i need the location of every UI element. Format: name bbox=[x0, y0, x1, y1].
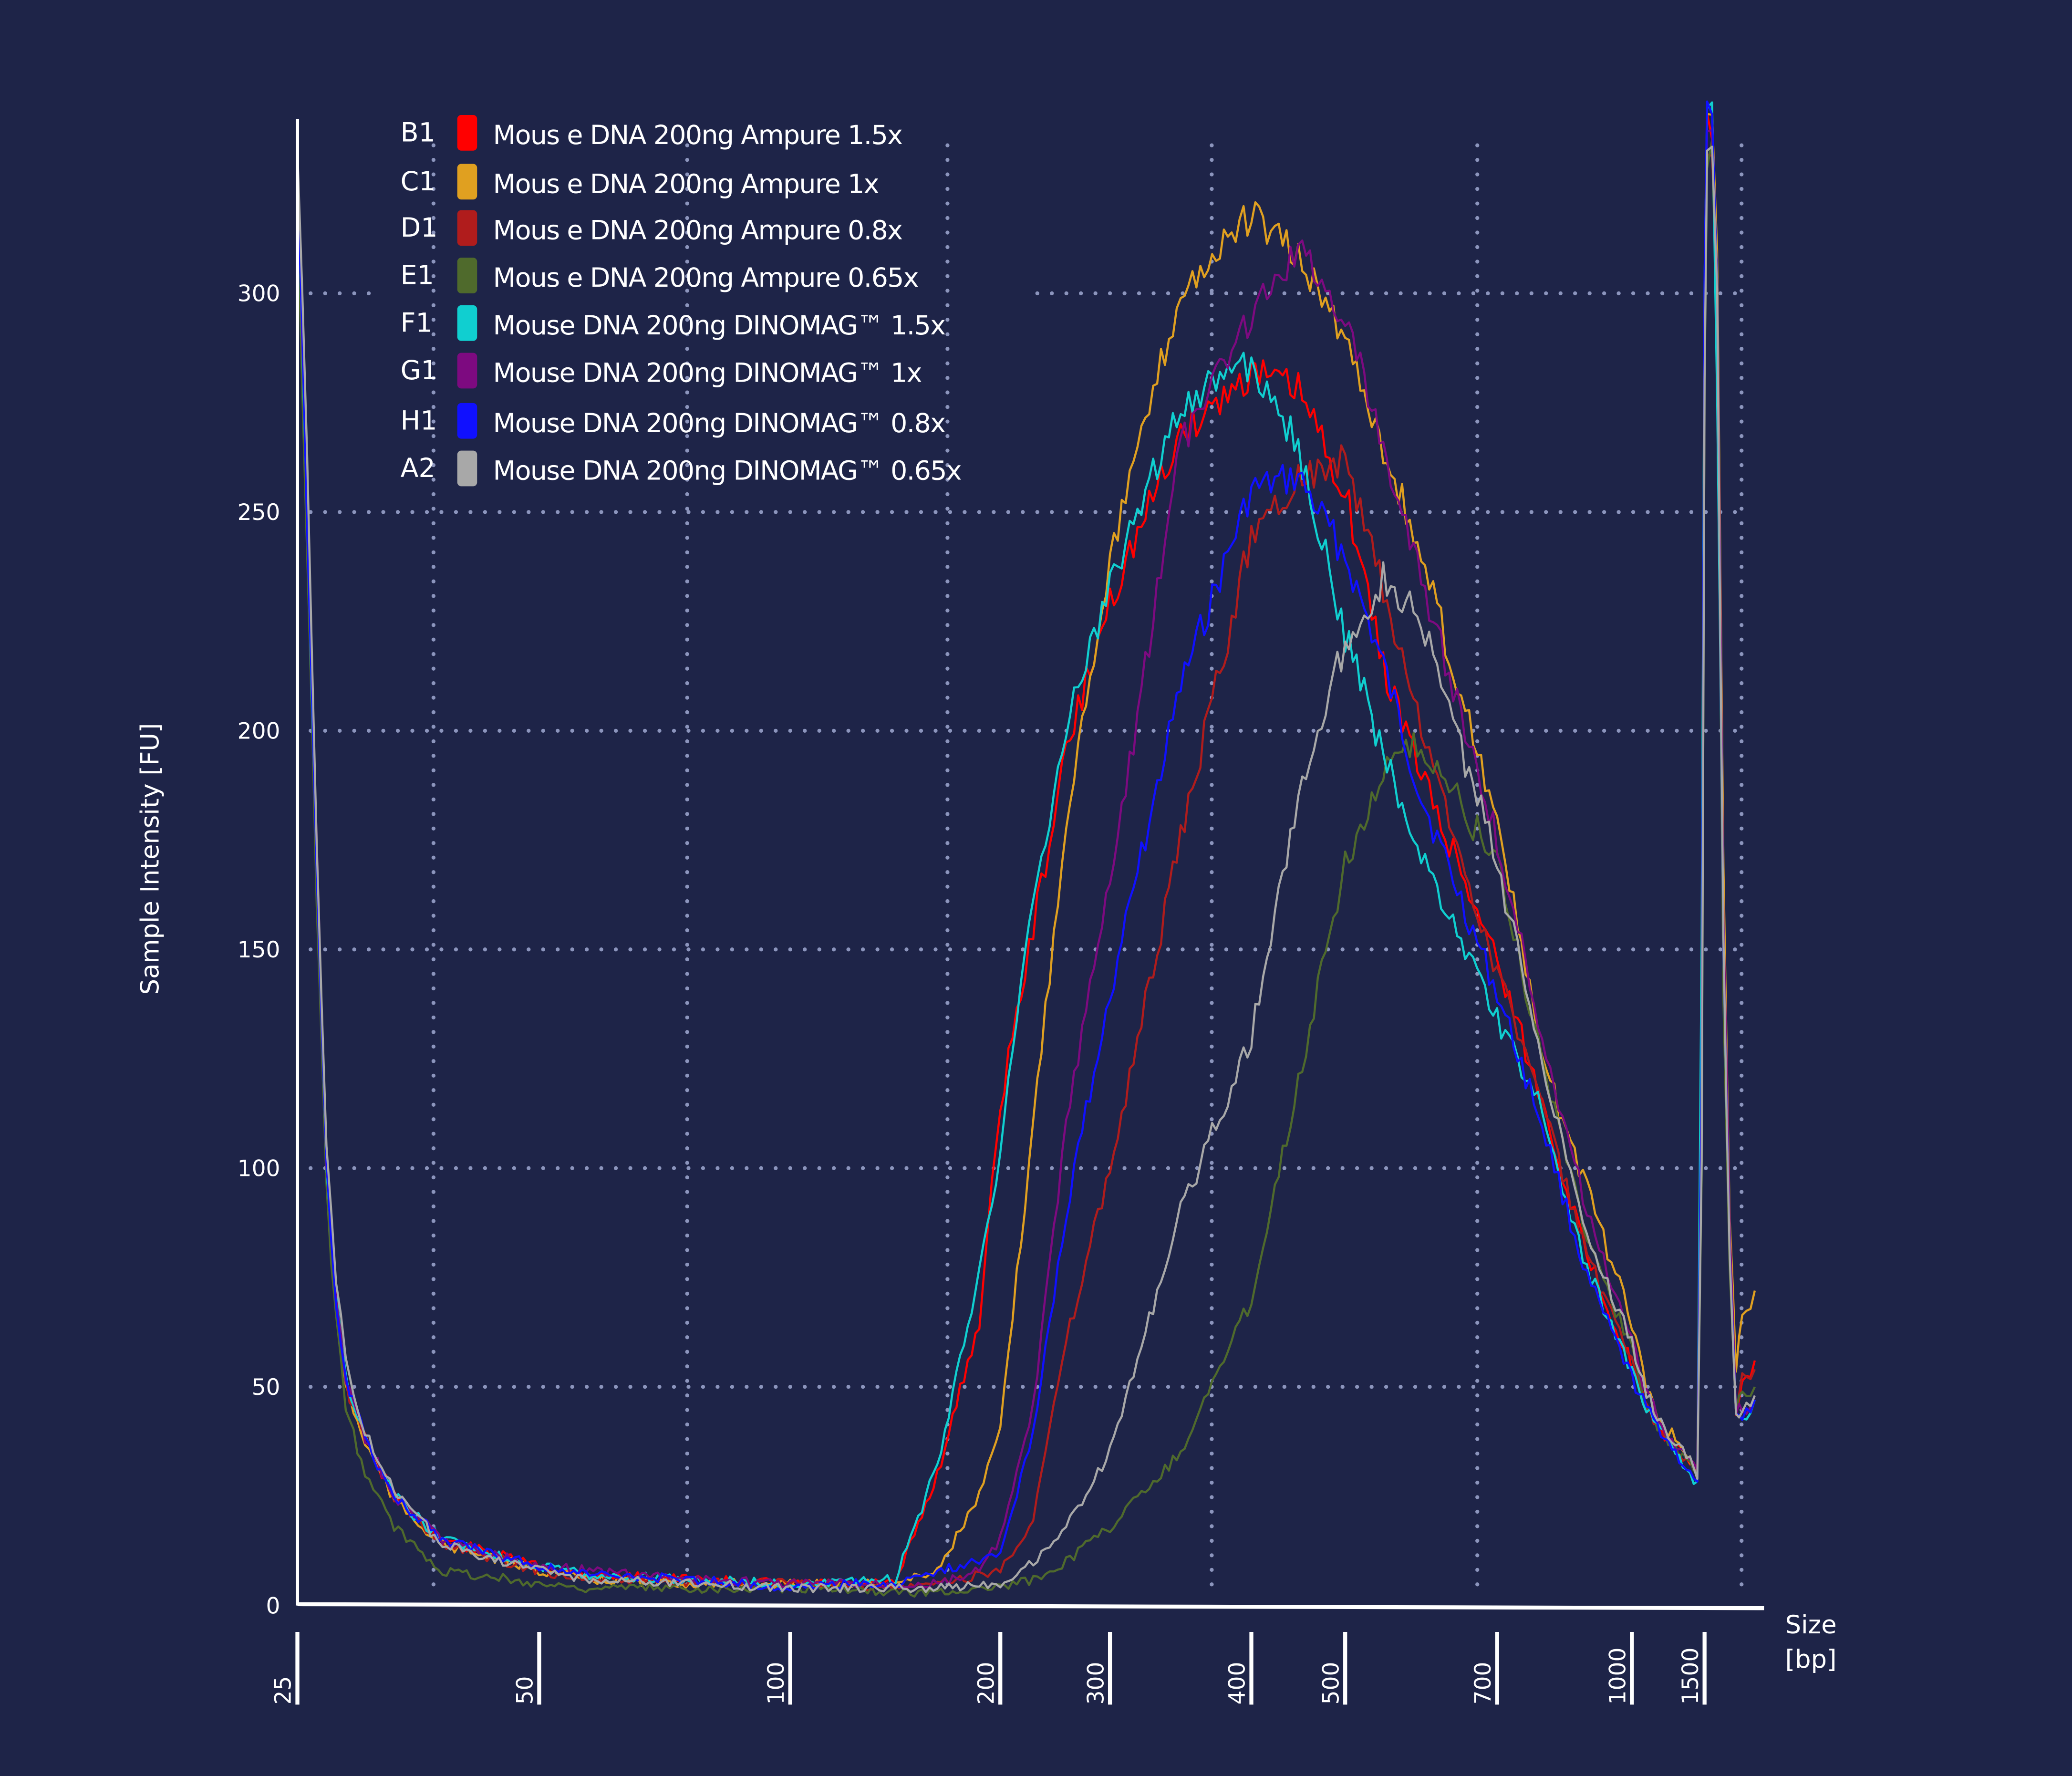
legend-label: Mouse DNA 200ng DINOMAG™ 0.8x bbox=[493, 408, 945, 439]
legend-well-id: G1 bbox=[401, 355, 438, 386]
x-tick-label: 300 bbox=[1083, 1662, 1109, 1705]
legend-swatch bbox=[457, 353, 477, 389]
legend-well-id: C1 bbox=[401, 166, 436, 197]
legend-item-E1: E1 Mous e DNA 200ng Ampure 0.65x bbox=[401, 258, 919, 293]
x-ticks: 25 50 100 200 300 400 500 700 1000 1500 bbox=[270, 1632, 1707, 1705]
legend-swatch bbox=[457, 403, 477, 439]
x-tick-label: 25 bbox=[270, 1676, 297, 1705]
grid bbox=[309, 143, 1744, 1599]
x-tick-label: 50 bbox=[512, 1676, 539, 1705]
legend-well-id: H1 bbox=[401, 405, 437, 436]
legend-item-C1: C1 Mous e DNA 200ng Ampure 1x bbox=[401, 164, 879, 199]
x-tick-label: 1000 bbox=[1605, 1648, 1631, 1705]
legend-swatch bbox=[457, 258, 477, 293]
x-tick-label: 500 bbox=[1318, 1662, 1344, 1705]
x-tick-label: 1500 bbox=[1678, 1648, 1704, 1705]
x-tick-label: 200 bbox=[973, 1662, 999, 1705]
legend-item-D1: D1 Mous e DNA 200ng Ampure 0.8x bbox=[401, 210, 903, 246]
x-tick-label: 400 bbox=[1224, 1662, 1251, 1705]
x-axis-label-size: Size bbox=[1785, 1610, 1837, 1640]
legend-item-A2: A2 Mouse DNA 200ng DINOMAG™ 0.65x bbox=[401, 450, 962, 487]
x-axis-line bbox=[297, 1602, 1764, 1610]
series-line-A2 bbox=[296, 145, 1756, 1594]
legend-well-id: B1 bbox=[401, 117, 435, 148]
series-line-H1 bbox=[296, 100, 1756, 1592]
legend-swatch bbox=[457, 450, 477, 487]
legend-swatch bbox=[457, 114, 477, 151]
series-line-D1 bbox=[296, 153, 1756, 1591]
y-ticks: 0 50 100 150 200 250 300 bbox=[238, 281, 280, 1620]
legend-label: Mous e DNA 200ng Ampure 1.5x bbox=[493, 120, 902, 151]
legend-swatch bbox=[457, 305, 477, 341]
legend-label: Mouse DNA 200ng DINOMAG™ 1x bbox=[493, 358, 921, 389]
legend-swatch bbox=[457, 164, 477, 200]
y-tick-label: 200 bbox=[238, 718, 280, 744]
y-tick-label: 300 bbox=[238, 281, 280, 307]
legend-item-H1: H1 Mouse DNA 200ng DINOMAG™ 0.8x bbox=[401, 403, 946, 439]
legend-label: Mous e DNA 200ng Ampure 1x bbox=[493, 169, 878, 199]
legend: B1 Mous e DNA 200ng Ampure 1.5x C1 Mous e D… bbox=[401, 114, 962, 487]
x-tick-label: 700 bbox=[1470, 1662, 1496, 1705]
legend-label: Mouse DNA 200ng DINOMAG™ 1.5x bbox=[493, 311, 945, 341]
series-lines bbox=[296, 100, 1756, 1598]
legend-well-id: E1 bbox=[401, 260, 434, 291]
legend-well-id: F1 bbox=[401, 308, 433, 338]
legend-label: Mouse DNA 200ng DINOMAG™ 0.65x bbox=[493, 456, 961, 487]
legend-item-G1: G1 Mouse DNA 200ng DINOMAG™ 1x bbox=[401, 353, 922, 389]
x-tick-label: 100 bbox=[763, 1662, 789, 1705]
y-tick-label: 150 bbox=[238, 937, 280, 963]
y-tick-label: 50 bbox=[252, 1374, 280, 1401]
legend-label: Mous e DNA 200ng Ampure 0.8x bbox=[493, 215, 902, 246]
legend-item-B1: B1 Mous e DNA 200ng Ampure 1.5x bbox=[401, 114, 903, 151]
x-axis-label-unit: [bp] bbox=[1785, 1645, 1837, 1674]
y-tick-label: 100 bbox=[238, 1155, 280, 1182]
y-axis-label: Sample Intensity [FU] bbox=[136, 723, 165, 995]
legend-swatch bbox=[457, 210, 477, 246]
y-tick-label: 250 bbox=[238, 499, 280, 526]
legend-well-id: D1 bbox=[401, 213, 438, 243]
y-tick-label: 0 bbox=[266, 1593, 280, 1619]
legend-label: Mous e DNA 200ng Ampure 0.65x bbox=[493, 263, 918, 293]
legend-item-F1: F1 Mouse DNA 200ng DINOMAG™ 1.5x bbox=[401, 305, 946, 341]
series-line-G1 bbox=[296, 129, 1756, 1589]
legend-well-id: A2 bbox=[401, 453, 435, 484]
